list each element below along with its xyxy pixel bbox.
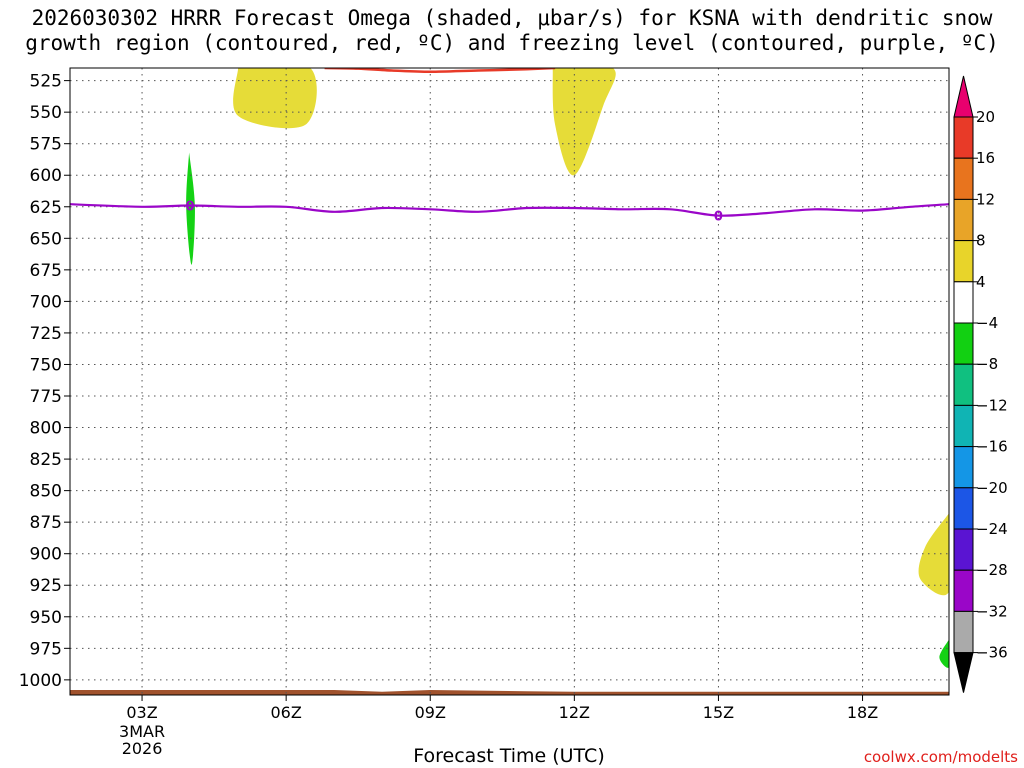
colorbar-bottom-arrow — [953, 652, 974, 693]
y-tick-label: 775 — [30, 387, 62, 407]
colorbar-label: −12 — [976, 396, 1008, 414]
y-tick-label: 650 — [30, 229, 62, 249]
y-tick-label: 850 — [30, 482, 62, 502]
colorbar-label: −24 — [976, 520, 1008, 538]
y-tick-label: 525 — [30, 72, 62, 92]
y-tick-label: 575 — [30, 135, 62, 155]
omega-region-4 — [939, 639, 949, 668]
y-tick-label: 875 — [30, 513, 62, 533]
x-date-label: 3MAR — [119, 722, 165, 741]
colorbar-segment — [953, 157, 974, 200]
title-line-2: growth region (contoured, red, ºC) and f… — [25, 31, 999, 55]
y-tick-label: 725 — [30, 324, 62, 344]
colorbar-label: −20 — [976, 479, 1008, 497]
colorbar-segment — [953, 198, 974, 242]
colorbar-segment — [953, 610, 974, 654]
y-axis: 525 550 575 600 625 650 675 700 725 750 775 800 825 8… — [19, 72, 70, 691]
title-line-1: 2026030302 HRRR Forecast Omega (shaded, … — [31, 6, 993, 30]
freezing-level-contour — [70, 203, 949, 217]
y-tick-label: 900 — [30, 545, 62, 565]
colorbar-label: −4 — [976, 314, 998, 332]
contour-label-0: 0 — [186, 200, 195, 215]
colorbar-label: −16 — [976, 438, 1008, 456]
x-date-label: 2026 — [122, 739, 163, 758]
colorbar-label: −36 — [976, 644, 1008, 662]
x-axis-title: Forecast Time (UTC) — [413, 745, 604, 767]
colorbar-segment — [953, 281, 974, 324]
colorbar-label: −28 — [976, 561, 1008, 579]
x-tick-label: 09Z — [415, 703, 446, 722]
y-tick-label: 825 — [30, 450, 62, 470]
colorbar-label: 20 — [976, 108, 995, 126]
omega-shading — [70, 68, 949, 695]
omega-region-0 — [233, 68, 317, 129]
colorbar-segment — [953, 322, 974, 365]
chart-title: 2026030302 HRRR Forecast Omega (shaded, … — [0, 6, 1024, 56]
x-tick-label: 06Z — [270, 703, 301, 722]
x-tick-label: 12Z — [559, 703, 590, 722]
colorbar-segment — [953, 363, 974, 406]
colorbar-label: 8 — [976, 232, 986, 250]
y-tick-label: 975 — [30, 639, 62, 659]
y-tick-label: 750 — [30, 355, 62, 375]
colorbar: 20 16 12 8 4 −4 −8 −12 −16 −20 −24 −28 −32 −36 — [953, 75, 1008, 693]
omega-region-1 — [552, 68, 616, 176]
y-tick-label: 1000 — [19, 671, 62, 691]
colorbar-label: −8 — [976, 355, 998, 373]
colorbar-segment — [953, 240, 974, 283]
terrain-surface — [70, 689, 949, 695]
colorbar-segment — [953, 528, 974, 571]
contours: 00 — [70, 68, 949, 225]
y-tick-label: 950 — [30, 608, 62, 628]
y-tick-label: 600 — [30, 166, 62, 186]
credit-text: coolwx.com/modelts — [864, 748, 1018, 766]
x-tick-label: 18Z — [847, 703, 878, 722]
y-tick-label: 550 — [30, 103, 62, 123]
colorbar-label: 16 — [976, 149, 995, 167]
colorbar-segment — [953, 487, 974, 530]
omega-region-2 — [918, 513, 949, 596]
y-tick-label: 675 — [30, 261, 62, 281]
grid-lines — [70, 68, 949, 695]
y-tick-label: 700 — [30, 292, 62, 312]
plot-frame — [69, 67, 950, 696]
contour-label-1: 0 — [714, 210, 723, 225]
colorbar-label: 12 — [976, 190, 995, 208]
colorbar-segment — [953, 404, 974, 448]
y-tick-label: 625 — [30, 198, 62, 218]
colorbar-segment — [953, 446, 974, 489]
colorbar-top-arrow — [953, 75, 974, 118]
colorbar-segment — [953, 569, 974, 612]
y-tick-label: 925 — [30, 576, 62, 596]
omega-region-3 — [186, 152, 195, 265]
y-tick-label: 800 — [30, 419, 62, 439]
x-tick-label: 03Z — [126, 703, 157, 722]
colorbar-label: 4 — [976, 273, 986, 291]
colorbar-label: −32 — [976, 602, 1008, 620]
dgz-contour — [324, 68, 556, 74]
x-tick-label: 15Z — [703, 703, 734, 722]
colorbar-segment — [953, 116, 974, 159]
